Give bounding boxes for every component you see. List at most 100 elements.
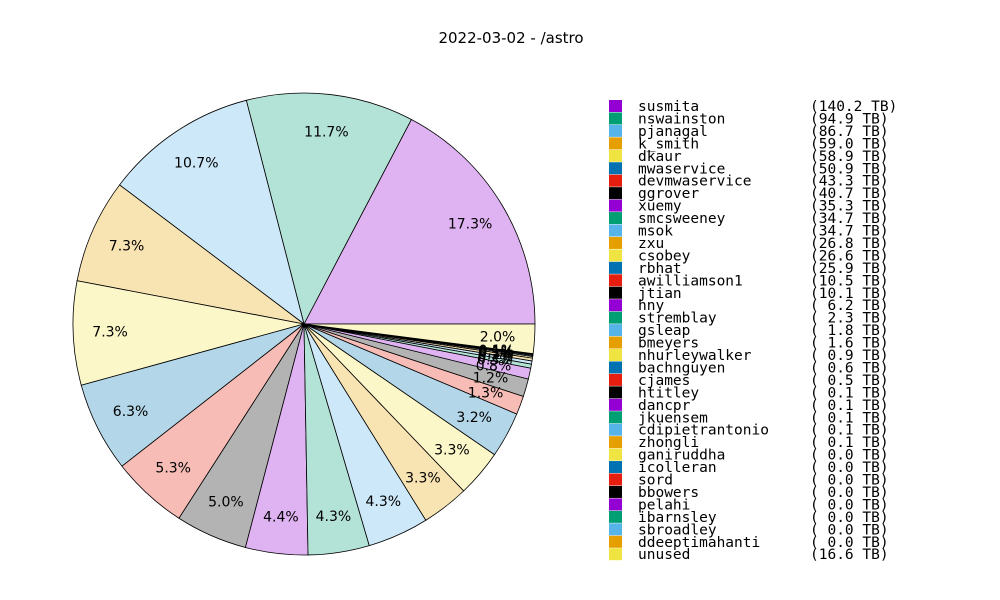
- legend-swatch: [609, 124, 622, 137]
- legend-value: ( 0.1 TB): [810, 435, 889, 451]
- legend-value: ( 0.0 TB): [810, 460, 889, 476]
- legend-value: ( 0.1 TB): [810, 398, 889, 414]
- legend-item-jkuensem: jkuensem ( 0.1 TB): [609, 410, 889, 426]
- legend-value: (10.5 TB): [810, 273, 889, 289]
- pct-label-smcsweeney: 4.3%: [316, 509, 352, 525]
- legend-label: pelahi: [638, 497, 690, 513]
- legend-swatch: [609, 261, 622, 274]
- legend-swatch: [609, 274, 622, 287]
- legend-label: zxu: [638, 236, 664, 252]
- pct-label-hny: 0.8%: [476, 359, 512, 375]
- legend-swatch: [609, 548, 622, 561]
- legend-item-sord: sord ( 0.0 TB): [609, 473, 889, 489]
- pie-slice-pjanagal: [118, 99, 305, 326]
- legend-label: gsleap: [638, 323, 690, 339]
- pct-label-rbhat: 3.2%: [456, 410, 492, 426]
- pct-label-nswainston: 11.7%: [304, 124, 348, 140]
- legend-label: xuemy: [638, 199, 682, 215]
- pct-label-pjanagal: 10.7%: [174, 156, 218, 172]
- legend-label: jkuensem: [638, 410, 708, 426]
- legend-label: dkaur: [638, 149, 682, 165]
- legend-value: ( 0.0 TB): [810, 473, 889, 489]
- legend-item-bachnguyen: bachnguyen ( 0.6 TB): [609, 360, 889, 376]
- legend-item-zxu: zxu (26.8 TB): [609, 236, 889, 252]
- legend-swatch: [609, 510, 622, 523]
- legend-label: csobey: [638, 248, 691, 264]
- legend-label: msok: [638, 224, 673, 240]
- legend-label: nhurleywalker: [638, 348, 752, 364]
- pct-label-devmwaservice: 5.3%: [155, 460, 191, 476]
- legend-swatch: [609, 311, 622, 324]
- legend-label: ganiruddha: [638, 448, 725, 464]
- legend-value: ( 0.1 TB): [810, 423, 889, 439]
- legend-value: (26.6 TB): [810, 248, 889, 264]
- pct-label-stremblay: 0.3%: [477, 352, 513, 368]
- legend-label: bachnguyen: [638, 360, 725, 376]
- legend-value: ( 0.6 TB): [810, 360, 889, 376]
- pct-label-cjames: 0.1%: [479, 343, 515, 359]
- legend-value: (86.7 TB): [810, 124, 889, 140]
- legend-item-stremblay: stremblay ( 2.3 TB): [609, 311, 889, 327]
- legend-label: ddeeptimahanti: [638, 535, 760, 551]
- pct-label-mwaservice: 6.3%: [113, 404, 149, 420]
- legend-value: (50.9 TB): [810, 161, 889, 177]
- legend-swatch: [609, 386, 622, 399]
- legend-swatch: [609, 523, 622, 536]
- legend-value: (58.9 TB): [810, 149, 889, 165]
- legend-value: ( 0.1 TB): [810, 385, 889, 401]
- legend-label: stremblay: [638, 311, 717, 327]
- legend-item-htitley: htitley ( 0.1 TB): [609, 385, 889, 401]
- pie-slice-k-smith: [76, 184, 305, 325]
- legend-label: cjames: [638, 373, 690, 389]
- pct-label-nhurleywalker: 0.1%: [478, 345, 514, 361]
- legend-label: awilliamson1: [638, 273, 743, 289]
- legend-item-rbhat: rbhat (25.9 TB): [609, 261, 889, 277]
- legend-label: rbhat: [638, 261, 682, 277]
- legend-item-ggrover: ggrover (40.7 TB): [609, 186, 889, 202]
- pie-slices: [72, 92, 536, 556]
- legend-swatch: [609, 398, 622, 411]
- legend-swatch: [609, 461, 622, 474]
- legend-item-csobey: csobey (26.6 TB): [609, 248, 889, 264]
- legend-item-dkaur: dkaur (58.9 TB): [609, 149, 889, 165]
- legend-label: icolleran: [638, 460, 717, 476]
- legend-label: pjanagal: [638, 124, 708, 140]
- legend-value: (43.3 TB): [810, 174, 889, 190]
- legend-item-smcsweeney: smcsweeney (34.7 TB): [609, 211, 889, 227]
- legend-swatch: [609, 411, 622, 424]
- legend-label: zhongli: [638, 435, 699, 451]
- legend-label: ibarnsley: [638, 510, 717, 526]
- legend-item-k-smith: k_smith (59.0 TB): [609, 136, 889, 152]
- pie-slice-dkaur: [72, 280, 305, 386]
- legend-swatch: [609, 224, 622, 237]
- legend-label: cdipietrantonio: [638, 423, 769, 439]
- legend-item-susmita: susmita (140.2 TB): [609, 99, 897, 115]
- legend: susmita (140.2 TB)nswainston (94.9 TB)pjan…: [609, 99, 897, 563]
- legend-value: ( 1.6 TB): [810, 336, 889, 352]
- legend-swatch: [609, 473, 622, 486]
- legend-item-pelahi: pelahi ( 0.0 TB): [609, 497, 889, 513]
- legend-label: dancpr: [638, 398, 691, 414]
- pct-label-xuemy: 4.4%: [263, 510, 299, 526]
- legend-item-gsleap: gsleap ( 1.8 TB): [609, 323, 889, 339]
- legend-swatch: [609, 236, 622, 249]
- legend-value: ( 0.9 TB): [810, 348, 889, 364]
- legend-swatch: [609, 485, 622, 498]
- legend-item-bbowers: bbowers ( 0.0 TB): [609, 485, 889, 501]
- legend-value: (10.1 TB): [810, 286, 889, 302]
- legend-label: sbroadley: [638, 522, 717, 538]
- legend-label: susmita: [638, 99, 699, 115]
- pct-label-dkaur: 7.3%: [92, 325, 128, 341]
- pct-label-k-smith: 7.3%: [109, 238, 145, 254]
- legend-item-msok: msok (34.7 TB): [609, 224, 889, 240]
- legend-label: unused: [638, 547, 690, 563]
- legend-swatch: [609, 336, 622, 349]
- legend-label: jtian: [638, 286, 682, 302]
- legend-value: ( 0.0 TB): [810, 522, 889, 538]
- legend-label: mwaservice: [638, 161, 725, 177]
- legend-swatch: [609, 286, 622, 299]
- legend-item-nhurleywalker: nhurleywalker ( 0.9 TB): [609, 348, 889, 364]
- legend-swatch: [609, 299, 622, 312]
- legend-item-pjanagal: pjanagal (86.7 TB): [609, 124, 889, 140]
